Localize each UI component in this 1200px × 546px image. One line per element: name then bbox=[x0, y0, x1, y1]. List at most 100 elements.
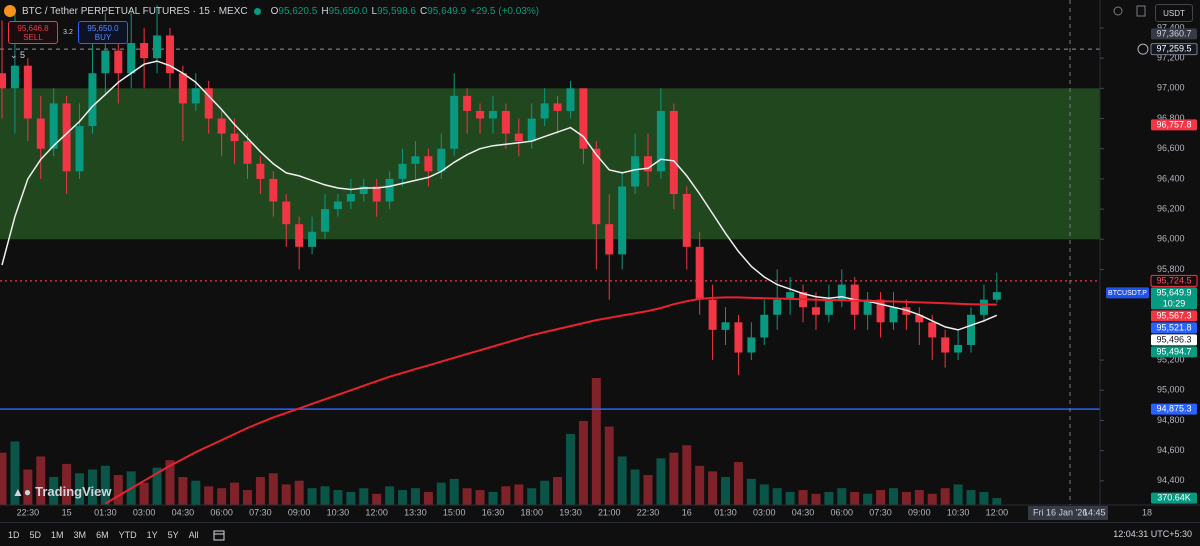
candle-body bbox=[437, 148, 446, 172]
volume-bar bbox=[359, 488, 369, 505]
volume-bar bbox=[242, 490, 252, 505]
candle-body bbox=[140, 43, 149, 59]
volume-bar bbox=[346, 491, 356, 505]
volume-bar bbox=[966, 490, 976, 505]
volume-bar bbox=[49, 476, 59, 505]
price-badge-label: 94,875.3 bbox=[1156, 404, 1191, 414]
candle-body bbox=[178, 73, 187, 104]
ohlc-values: O95,620.5 H95,650.0 L95,598.6 C95,649.9 bbox=[267, 6, 467, 17]
price-badge: 97,360.7 bbox=[1151, 28, 1197, 40]
volume-bar bbox=[553, 476, 563, 505]
candle-body bbox=[514, 133, 523, 142]
candle-body bbox=[915, 314, 924, 323]
candle-body bbox=[62, 103, 71, 172]
date-range-icon[interactable] bbox=[213, 529, 225, 541]
price-badge: 95,494.7 bbox=[1151, 346, 1197, 358]
price-badge-box bbox=[1151, 346, 1197, 358]
candle-body bbox=[23, 65, 32, 119]
x-tick-label: 15:00 bbox=[443, 507, 466, 517]
candle-body bbox=[204, 88, 213, 119]
price-badge-box bbox=[1151, 322, 1197, 334]
candle-body bbox=[824, 299, 833, 315]
currency-button[interactable]: USDT bbox=[1155, 4, 1193, 22]
candle-body bbox=[837, 284, 846, 300]
range-button[interactable]: All bbox=[188, 529, 199, 540]
volume-bar bbox=[436, 482, 446, 505]
volume-bar bbox=[191, 480, 201, 505]
price-badge-label: 95,494.7 bbox=[1156, 346, 1191, 356]
x-tick-label: 01:30 bbox=[714, 507, 737, 517]
volume-bar bbox=[733, 462, 743, 505]
candle-body bbox=[476, 110, 485, 119]
range-button[interactable]: 3M bbox=[73, 529, 87, 540]
x-tick-label: 04:30 bbox=[792, 507, 815, 517]
range-button[interactable]: 5Y bbox=[167, 529, 179, 540]
buy-label: BUY bbox=[94, 32, 112, 42]
volume-bar bbox=[255, 476, 265, 505]
volume-bar bbox=[850, 491, 860, 505]
range-button[interactable]: YTD bbox=[118, 529, 137, 540]
coin-icon bbox=[4, 5, 16, 17]
volume-bar bbox=[540, 480, 550, 505]
candle-body bbox=[579, 88, 588, 149]
candle-body bbox=[734, 322, 743, 353]
volume-bar bbox=[0, 452, 7, 505]
candle-body bbox=[682, 193, 691, 247]
menu-icon bbox=[1136, 5, 1146, 17]
range-button[interactable]: 5D bbox=[29, 529, 42, 540]
range-button[interactable]: 1Y bbox=[146, 529, 158, 540]
candle-body bbox=[282, 201, 291, 225]
price-badge-label: 95,496.3 bbox=[1156, 334, 1191, 344]
volume-bar bbox=[217, 488, 227, 505]
volume-bar bbox=[682, 445, 692, 505]
symbol-tag: BTCUSDT.P bbox=[1108, 290, 1147, 297]
y-tick-label: 95,200 bbox=[1157, 354, 1185, 364]
price-badge-label: 97,259.5 bbox=[1156, 44, 1191, 54]
ohlc-value: 95,650.0 bbox=[328, 5, 368, 17]
volume-bar bbox=[863, 493, 873, 505]
candle-body bbox=[979, 299, 988, 315]
volume-bar bbox=[953, 484, 963, 505]
volume-bar bbox=[527, 488, 537, 505]
candle-body bbox=[592, 148, 601, 225]
volume-bar bbox=[514, 484, 524, 505]
x-tick-label: 10:30 bbox=[947, 507, 970, 517]
candle-body bbox=[256, 163, 265, 179]
market-status bbox=[253, 7, 261, 15]
y-tick-label: 96,400 bbox=[1157, 173, 1185, 183]
x-tick-label: 07:30 bbox=[869, 507, 892, 517]
buy-button[interactable]: 95,650.0 BUY bbox=[78, 21, 128, 44]
symbol-name[interactable]: BTC / Tether PERPETUAL FUTURES · 15 · ME… bbox=[22, 5, 248, 17]
price-axis bbox=[1100, 0, 1200, 520]
x-tick-label: 18 bbox=[1142, 507, 1152, 517]
range-buttons: 1D 5D 1M 3M 6M YTD 1Y 5Y All bbox=[8, 530, 209, 540]
sell-price: 95,646.8 bbox=[17, 23, 49, 33]
price-badge: 95,649.910:29 BTCUSDT.P bbox=[1106, 287, 1197, 310]
volume-bar bbox=[230, 482, 240, 505]
candle-body bbox=[191, 88, 200, 104]
volume-bar bbox=[708, 471, 718, 505]
x-tick-label: 15 bbox=[62, 507, 72, 517]
volume-bar bbox=[914, 490, 924, 505]
volume-bar bbox=[979, 491, 989, 505]
sell-button[interactable]: 95,646.8 SELL bbox=[8, 21, 58, 44]
range-button[interactable]: 1D bbox=[8, 529, 20, 540]
volume-bar bbox=[281, 484, 291, 505]
ohlc-value: 95,649.9 bbox=[427, 5, 467, 17]
price-badge-label: 95,521.8 bbox=[1156, 322, 1191, 332]
x-tick-label: 09:00 bbox=[908, 507, 931, 517]
price-badge: 95,724.5 bbox=[1150, 274, 1198, 287]
candle-body bbox=[605, 224, 614, 255]
volume-bar bbox=[100, 465, 110, 505]
range-button[interactable]: 6M bbox=[96, 529, 109, 540]
logo-text: TradingView bbox=[35, 484, 112, 499]
volume-bar bbox=[165, 460, 175, 505]
candle-body bbox=[269, 178, 278, 202]
range-button[interactable]: 1M bbox=[51, 529, 64, 540]
y-tick-label: 94,800 bbox=[1157, 415, 1185, 425]
chart: 97,400 97,200 97,000 96,800 96,600 96,400 96,2… bbox=[0, 0, 1200, 520]
indicator-toggle[interactable]: ⌄ 5 bbox=[10, 50, 26, 60]
candle-body bbox=[954, 344, 963, 353]
price-badge-box bbox=[1151, 119, 1197, 131]
volume-bar bbox=[152, 467, 162, 505]
